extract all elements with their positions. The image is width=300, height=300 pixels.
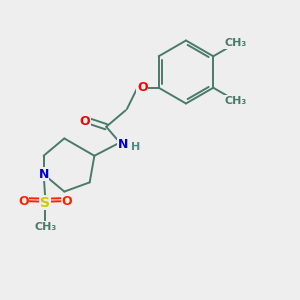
Text: O: O — [18, 195, 29, 208]
Text: H: H — [131, 142, 140, 152]
Text: N: N — [38, 168, 49, 181]
Text: O: O — [137, 81, 148, 94]
Text: CH₃: CH₃ — [225, 38, 247, 48]
Text: S: S — [40, 196, 50, 210]
Text: CH₃: CH₃ — [225, 96, 247, 106]
Text: O: O — [61, 195, 72, 208]
Text: CH₃: CH₃ — [34, 222, 56, 232]
Text: N: N — [118, 138, 128, 151]
Text: O: O — [79, 115, 90, 128]
